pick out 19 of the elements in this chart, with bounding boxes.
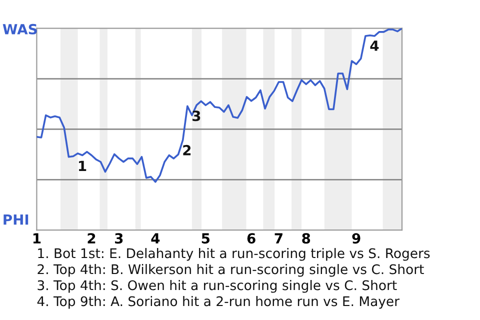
text: 4. Top 9th: A. Soriano hit a 2-run home run vs E. Mayer (37, 296, 400, 309)
annotation: WAS (2, 24, 37, 34)
annotation: 1 (78, 160, 86, 171)
x-tick-label: 1 (33, 233, 41, 244)
text: 1. Bot 1st: E. Delahanty hit a run-scoring triple vs S. Rogers (38, 248, 430, 261)
annotation: 2 (183, 144, 191, 156)
x-tick-label: 9 (352, 233, 360, 244)
x-tick-label: 4 (151, 233, 160, 244)
x-tick-label: 2 (88, 233, 96, 244)
text: 2. Top 4th: B. Wilkerson hit a run-scoring single vs C. Short (38, 264, 424, 277)
text: PHI (4, 214, 28, 225)
x-tick-label: 6 (247, 233, 256, 244)
annotation: 4 (370, 40, 379, 51)
annotation: 3 (192, 110, 200, 122)
x-tick-label: 3 (115, 233, 123, 244)
x-tick-label: 7 (274, 233, 282, 244)
text: 3. Top 4th: S. Owen hit a run-scoring single vs C. Short (38, 280, 397, 293)
x-tick-label: 8 (302, 233, 310, 244)
x-tick-label: 5 (202, 233, 210, 244)
